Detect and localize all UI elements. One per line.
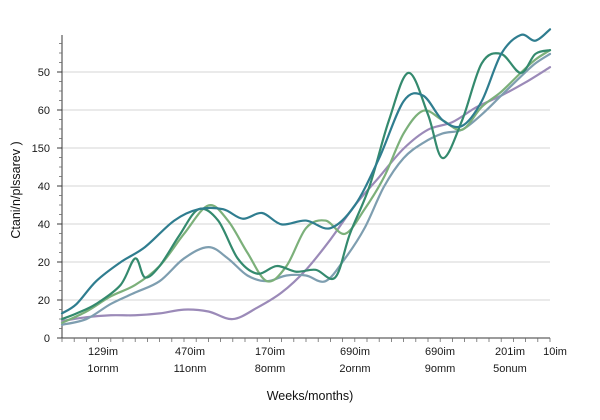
x-tick-sublabel: 5onum	[493, 363, 527, 375]
y-axis-title: Ctani/n/plssarev )	[9, 141, 23, 238]
y-tick-label: 150	[32, 143, 50, 155]
x-tick-sublabel: 8omm	[255, 363, 286, 375]
y-tick-label: 20	[38, 295, 50, 307]
gridlines	[62, 71, 550, 301]
x-tick-label: 690im	[425, 346, 455, 358]
x-tick-label: 470im	[175, 346, 205, 358]
x-tick-sublabel: 9omm	[425, 363, 456, 375]
y-ticks: 0 20 20 40 40 150 60 50	[32, 43, 62, 345]
x-ticks: 129im 1ornm 470im 11onm 170im 8omm 690im 2ornm 6…	[61, 338, 567, 375]
x-tick-sublabel: 2ornm	[339, 363, 370, 375]
series-line-4	[60, 52, 552, 326]
x-tick-sublabel: 1ornm	[87, 363, 118, 375]
y-tick-label: 60	[38, 105, 50, 117]
x-tick-sublabel: 11onm	[174, 363, 207, 375]
y-tick-label: 40	[38, 181, 50, 193]
y-tick-label: 20	[38, 257, 50, 269]
series-lines	[60, 28, 552, 326]
series-line-2	[60, 49, 552, 321]
y-tick-label: 40	[38, 219, 50, 231]
x-tick-label: 10im	[543, 346, 567, 358]
x-tick-label: 170im	[255, 346, 285, 358]
y-tick-label: 50	[38, 67, 50, 79]
series-line-1	[60, 28, 552, 315]
y-tick-label: 0	[44, 333, 50, 345]
x-tick-label: 129im	[88, 346, 118, 358]
x-tick-label: 201im	[495, 346, 525, 358]
series-line-5	[60, 66, 552, 323]
x-tick-label: 690im	[340, 346, 370, 358]
x-axis-title: Weeks/months)	[267, 389, 354, 403]
